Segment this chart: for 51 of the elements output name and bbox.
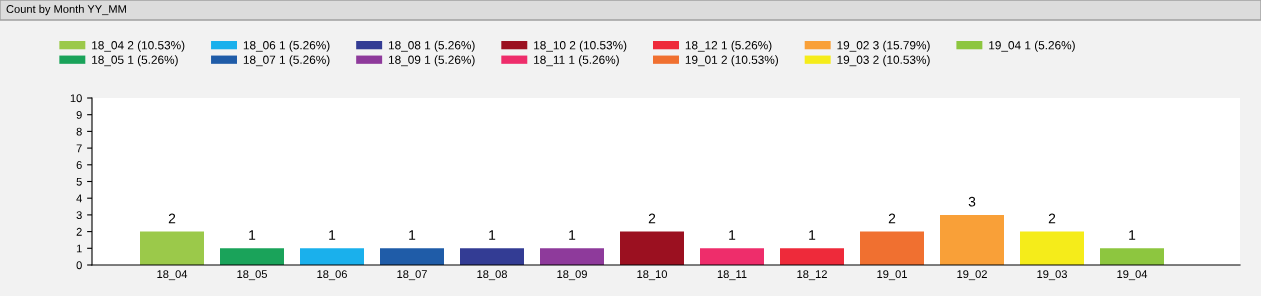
x-tick-label: 19_03 [1037,270,1067,281]
x-tick-label: 18_12 [797,270,827,281]
x-tick-label: 18_08 [477,270,507,281]
legend-label: 19_02 3 (15.79%) [837,40,930,52]
y-tick-label: 7 [76,144,82,153]
y-tick-label: 6 [76,161,82,169]
x-tick-label: 18_11 [717,270,747,281]
y-tick-label: 2 [76,227,82,236]
x-tick-label: 18_05 [237,270,267,281]
y-tick-label: 8 [76,127,82,136]
data-label: 1 [569,230,576,240]
x-tick-label: 18_10 [637,270,668,281]
data-label: 1 [809,230,816,240]
x-tick-label: 19_02 [957,270,987,281]
legend-label: 18_08 1 (5.26%) [388,40,475,52]
x-tick-label: 18_09 [557,270,587,281]
data-label: 3 [968,196,976,207]
legend-label: 19_01 2 (10.53%) [685,55,778,67]
data-label: 2 [888,213,896,224]
chart-title: Count by Month YY_MM [6,4,126,16]
legend-label: 18_04 2 (10.53%) [92,40,185,52]
x-tick-label: 19_01 [877,270,907,281]
data-label: 2 [168,213,176,224]
legend-label: 18_05 1 (5.26%) [92,55,178,67]
x-tick-label: 19_04 [1117,270,1148,281]
legend-label: 18_06 1 (5.26%) [243,40,330,52]
data-label: 1 [1129,230,1136,240]
y-tick-label: 9 [76,110,82,119]
legend-label: 18_12 1 (5.26%) [685,40,772,52]
y-tick-label: 5 [76,177,82,186]
x-tick-label: 18_07 [397,270,427,281]
legend-label: 18_07 1 (5.26%) [243,55,330,67]
data-label: 1 [489,230,496,240]
y-tick-label: 3 [76,211,82,220]
data-label: 2 [648,213,656,224]
data-label: 2 [1048,213,1056,224]
legend-label: 19_04 1 (5.26%) [989,40,1075,52]
data-label: 1 [329,230,336,240]
legend-label: 18_11 1 (5.26%) [534,55,619,67]
data-label: 1 [729,230,736,240]
x-tick-label: 18_06 [317,270,347,281]
data-label: 1 [249,230,256,240]
x-tick-label: 18_04 [157,270,188,281]
y-tick-label: 4 [76,194,82,203]
y-tick-label: 1 [76,244,82,253]
data-label: 1 [409,230,416,240]
legend-label: 18_10 2 (10.53%) [534,40,627,52]
legend-label: 19_03 2 (10.53%) [837,55,930,67]
y-tick-label: 10 [70,94,82,103]
y-tick-label: 0 [76,261,82,270]
legend-label: 18_09 1 (5.26%) [388,55,475,67]
